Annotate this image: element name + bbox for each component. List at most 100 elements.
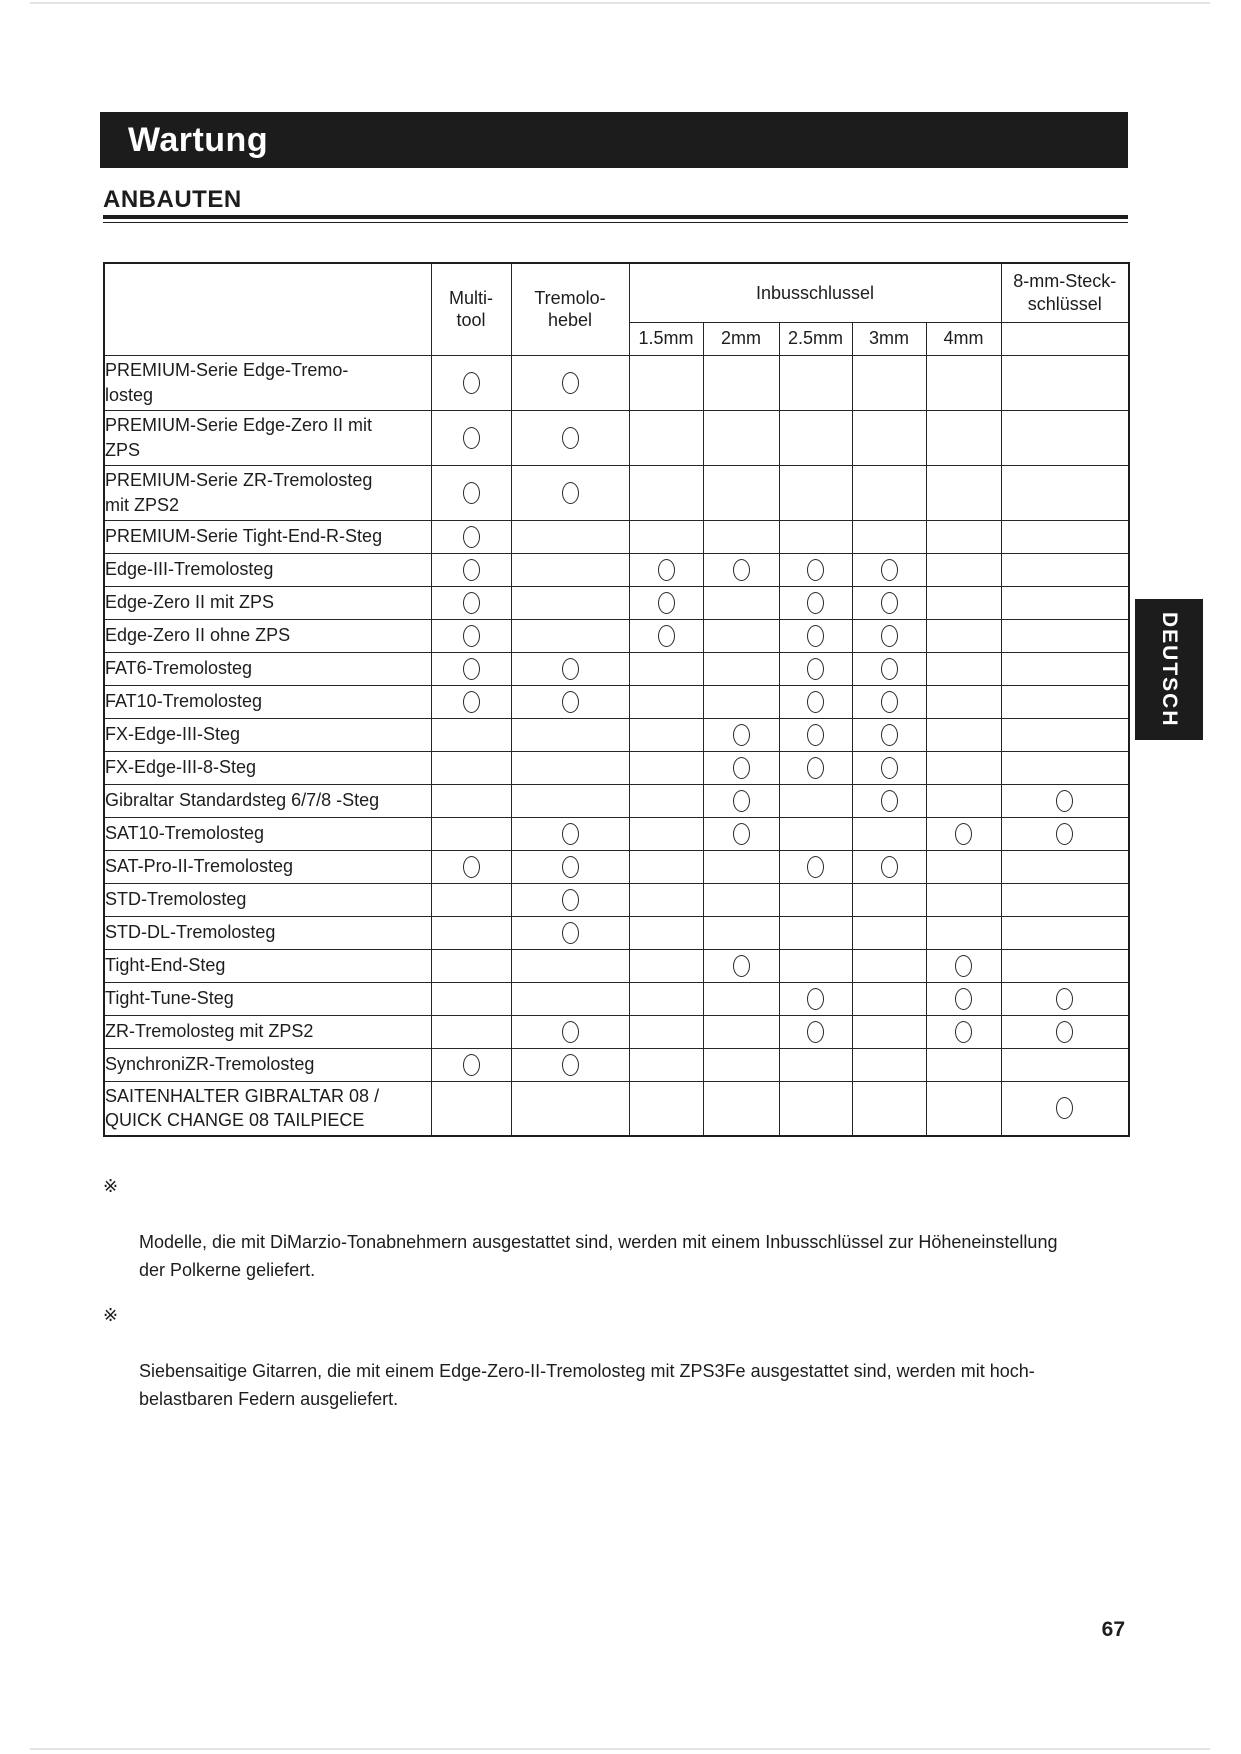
mark-cell-arm: [510, 464, 630, 521]
table-row: Edge-Zero II ohne ZPS: [103, 618, 1130, 653]
mark-cell-h3: [851, 915, 927, 950]
circle-mark: [732, 558, 750, 581]
row-label: Edge-Zero II mit ZPS: [103, 585, 432, 620]
mark-cell-socket: [1000, 948, 1130, 983]
mark-cell-multi: [430, 750, 512, 785]
mark-cell-h25: [778, 1047, 853, 1082]
row-label: STD-DL-Tremolosteg: [103, 915, 432, 950]
mark-cell-arm: [510, 618, 630, 653]
mark-cell-arm: [510, 915, 630, 950]
circle-mark: [807, 690, 824, 713]
row-label: PREMIUM-Serie Edge-Tremo- losteg: [103, 354, 432, 411]
footnote: ※ Siebensaitige Gitarren, die mit einem …: [103, 1301, 1118, 1413]
mark-cell-h3: [851, 464, 927, 521]
mark-cell-h3: [851, 1047, 927, 1082]
mark-cell-h3: [851, 1014, 927, 1049]
mark-cell-h15: [628, 750, 704, 785]
mark-cell-h2: [702, 717, 780, 752]
mark-cell-h4: [925, 981, 1002, 1016]
mark-cell-h25: [778, 1014, 853, 1049]
mark-cell-h25: [778, 618, 853, 653]
table-row: PREMIUM-Serie Edge-Zero II mit ZPS: [103, 409, 1130, 466]
mark-cell-h4: [925, 717, 1002, 752]
hex-wrench-group-header: Inbusschlussel: [628, 262, 1002, 323]
circle-mark: [561, 855, 579, 878]
mark-cell-h4: [925, 882, 1002, 917]
mark-cell-h3: [851, 717, 927, 752]
circle-mark: [955, 1020, 972, 1043]
mark-cell-h4: [925, 552, 1002, 587]
circle-mark: [561, 481, 579, 504]
mark-cell-h2: [702, 882, 780, 917]
circle-mark: [732, 822, 750, 845]
mark-cell-h3: [851, 354, 927, 411]
table-row: PREMIUM-Serie ZR-Tremolosteg mit ZPS2: [103, 464, 1130, 521]
mark-cell-h15: [628, 519, 704, 554]
row-label: SAT10-Tremolosteg: [103, 816, 432, 851]
circle-mark: [807, 657, 824, 680]
circle-mark: [462, 371, 480, 394]
row-label: STD-Tremolosteg: [103, 882, 432, 917]
mark-cell-h2: [702, 1080, 780, 1137]
chapter-title-bar: Wartung: [100, 112, 1128, 168]
mark-cell-socket: [1000, 849, 1130, 884]
table-row: FX-Edge-III-Steg: [103, 717, 1130, 752]
mark-cell-h15: [628, 1047, 704, 1082]
circle-mark: [561, 888, 579, 911]
mark-cell-h3: [851, 750, 927, 785]
mark-cell-multi: [430, 684, 512, 719]
mark-cell-arm: [510, 1047, 630, 1082]
mark-cell-multi: [430, 1014, 512, 1049]
mark-cell-h4: [925, 409, 1002, 466]
mark-cell-h25: [778, 981, 853, 1016]
mark-cell-multi: [430, 849, 512, 884]
mark-cell-multi: [430, 585, 512, 620]
mark-cell-h2: [702, 519, 780, 554]
mark-cell-h25: [778, 816, 853, 851]
circle-mark: [657, 624, 675, 647]
mark-cell-arm: [510, 552, 630, 587]
circle-mark: [561, 657, 579, 680]
mark-cell-multi: [430, 409, 512, 466]
circle-mark: [955, 954, 972, 977]
mark-cell-socket: [1000, 464, 1130, 521]
circle-mark: [462, 657, 480, 680]
mark-cell-h15: [628, 816, 704, 851]
mark-cell-h15: [628, 717, 704, 752]
mark-cell-socket: [1000, 409, 1130, 466]
hex-size-header: 2.5mm: [778, 321, 853, 356]
mark-cell-h15: [628, 552, 704, 587]
mark-cell-h25: [778, 750, 853, 785]
circle-mark: [561, 690, 579, 713]
row-label: Edge-Zero II ohne ZPS: [103, 618, 432, 653]
row-label: PREMIUM-Serie ZR-Tremolosteg mit ZPS2: [103, 464, 432, 521]
mark-cell-multi: [430, 882, 512, 917]
circle-mark: [1056, 789, 1074, 812]
mark-cell-h2: [702, 585, 780, 620]
mark-cell-h2: [702, 750, 780, 785]
mark-cell-h25: [778, 585, 853, 620]
circle-mark: [462, 525, 480, 548]
table-row: ZR-Tremolosteg mit ZPS2: [103, 1014, 1130, 1049]
mark-cell-h2: [702, 1047, 780, 1082]
mark-cell-h2: [702, 1014, 780, 1049]
circle-mark: [807, 855, 824, 878]
mark-cell-socket: [1000, 750, 1130, 785]
table-row: Tight-End-Steg: [103, 948, 1130, 983]
mark-cell-socket: [1000, 816, 1130, 851]
mark-cell-h4: [925, 816, 1002, 851]
mark-cell-h2: [702, 354, 780, 411]
mark-cell-h3: [851, 849, 927, 884]
mark-cell-arm: [510, 849, 630, 884]
row-label: PREMIUM-Serie Tight-End-R-Steg: [103, 519, 432, 554]
hex-size-header: 3mm: [851, 321, 927, 356]
mark-cell-multi: [430, 717, 512, 752]
circle-mark: [807, 591, 824, 614]
circle-mark: [561, 822, 579, 845]
circle-mark: [1056, 1020, 1074, 1043]
tremolo-arm-header: Tremolo- hebel: [510, 262, 630, 356]
mark-cell-socket: [1000, 915, 1130, 950]
row-label: Tight-Tune-Steg: [103, 981, 432, 1016]
circle-mark: [657, 591, 675, 614]
